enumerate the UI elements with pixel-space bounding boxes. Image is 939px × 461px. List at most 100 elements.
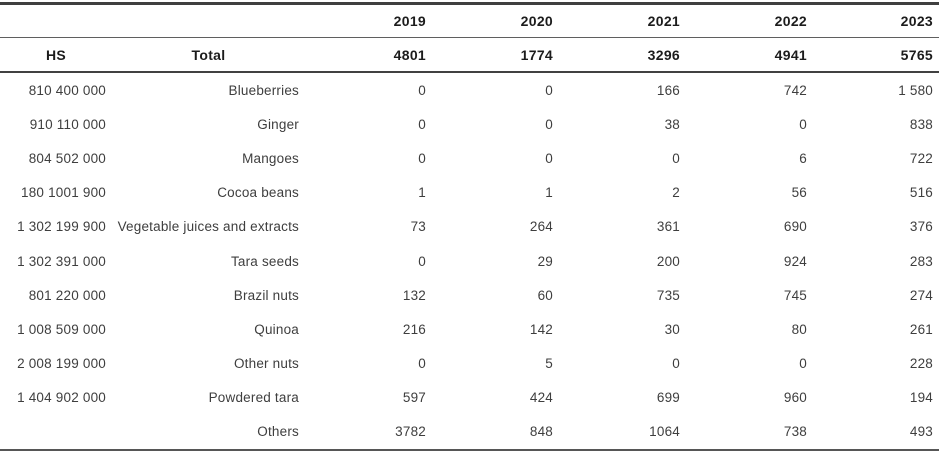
value-cell-2021: 38 <box>664 116 680 132</box>
value-cell-2021: 30 <box>664 321 680 337</box>
value-cell-2022: 960 <box>783 390 807 406</box>
total-value-2019: 4801 <box>305 37 432 73</box>
hs-code-cell: 810 400 000 <box>28 82 106 98</box>
value-cell-2020: 264 <box>529 219 553 235</box>
value-cell-2022: 690 <box>783 219 807 235</box>
total-value-2022: 4941 <box>686 37 813 73</box>
table-row: 1 008 509 000 Quinoa 216 142 30 80 261 <box>0 312 939 346</box>
product-name-cell: Other nuts <box>233 356 299 372</box>
value-cell-2020: 29 <box>537 253 553 269</box>
table-row: 1 302 199 900 Vegetable juices and extra… <box>0 210 939 244</box>
value-cell-2021: 361 <box>656 219 680 235</box>
hs-column-header: HS <box>0 37 112 73</box>
value-cell-2022: 0 <box>799 116 807 132</box>
value-cell-2023: 516 <box>909 185 933 201</box>
product-name-cell: Powdered tara <box>208 390 299 406</box>
hs-code-cell: 180 1001 900 <box>21 185 106 201</box>
value-cell-2019: 0 <box>418 356 426 372</box>
total-header-row: HS Total 4801 1774 3296 4941 5765 <box>0 37 939 73</box>
value-cell-2021: 0 <box>672 150 680 166</box>
value-cell-2022: 742 <box>783 82 807 98</box>
value-cell-2020: 0 <box>545 116 553 132</box>
value-cell-2021: 0 <box>672 356 680 372</box>
value-cell-2019: 597 <box>402 390 426 406</box>
value-cell-2020: 1 <box>545 185 553 201</box>
value-cell-2020: 848 <box>432 414 559 452</box>
value-cell-2021: 200 <box>656 253 680 269</box>
table-header: 2019 2020 2021 2022 2023 HS Total 4801 1… <box>0 2 939 73</box>
total-value-2020: 1774 <box>432 37 559 73</box>
value-cell-2019: 216 <box>402 321 426 337</box>
value-cell-2019: 132 <box>402 287 426 303</box>
value-cell-2021: 166 <box>656 82 680 98</box>
value-cell-2022: 56 <box>791 185 807 201</box>
value-cell-2021: 699 <box>656 390 680 406</box>
value-cell-2019: 1 <box>418 185 426 201</box>
hs-code-cell: 1 302 199 900 <box>17 219 106 235</box>
value-cell-2023: 283 <box>909 253 933 269</box>
export-values-table: 2019 2020 2021 2022 2023 HS Total 4801 1… <box>0 2 939 452</box>
table-body: 810 400 000 Blueberries 0 0 166 742 1 58… <box>0 72 939 452</box>
year-header-row: 2019 2020 2021 2022 2023 <box>0 2 939 38</box>
table-row: 801 220 000 Brazil nuts 132 60 735 745 2… <box>0 278 939 312</box>
value-cell-2020: 424 <box>529 390 553 406</box>
table-row: 180 1001 900 Cocoa beans 1 1 2 56 516 <box>0 176 939 210</box>
year-header-2022: 2022 <box>686 2 813 38</box>
value-cell-2023: 194 <box>909 390 933 406</box>
value-cell-2023: 376 <box>909 219 933 235</box>
value-cell-2023: 1 580 <box>898 82 933 98</box>
value-cell-2020: 142 <box>529 321 553 337</box>
value-cell-2020: 0 <box>545 150 553 166</box>
value-cell-2019: 0 <box>418 82 426 98</box>
value-cell-2023: 274 <box>909 287 933 303</box>
year-header-2021: 2021 <box>559 2 686 38</box>
value-cell-2019: 0 <box>418 253 426 269</box>
hs-code-cell: 1 302 391 000 <box>17 253 106 269</box>
hs-code-cell: 910 110 000 <box>29 116 106 132</box>
value-cell-2022: 80 <box>791 321 807 337</box>
value-cell-2022: 738 <box>686 414 813 452</box>
total-value-2021: 3296 <box>559 37 686 73</box>
hs-code-cell: 1 008 509 000 <box>17 321 106 337</box>
hs-code-cell <box>0 414 112 452</box>
year-header-2019: 2019 <box>305 2 432 38</box>
year-header-2023: 2023 <box>813 2 939 38</box>
hs-code-cell: 801 220 000 <box>28 287 106 303</box>
empty-header-cell <box>112 2 305 38</box>
product-name-cell: Vegetable juices and extracts <box>117 219 299 235</box>
product-name-cell: Blueberries <box>228 82 299 98</box>
product-name-cell: Cocoa beans <box>217 185 299 201</box>
total-value-2023: 5765 <box>813 37 939 73</box>
value-cell-2022: 745 <box>783 287 807 303</box>
value-cell-2020: 60 <box>537 287 553 303</box>
value-cell-2019: 3782 <box>305 414 432 452</box>
value-cell-2023: 228 <box>909 356 933 372</box>
value-cell-2019: 0 <box>418 116 426 132</box>
value-cell-2023: 493 <box>813 414 939 452</box>
value-cell-2022: 6 <box>799 150 807 166</box>
table-row: Others 3782 848 1064 738 493 <box>0 414 939 452</box>
table-row: 804 502 000 Mangoes 0 0 0 6 722 <box>0 141 939 175</box>
table-row: 810 400 000 Blueberries 0 0 166 742 1 58… <box>0 72 939 107</box>
product-name-cell: Tara seeds <box>230 253 299 269</box>
year-header-2020: 2020 <box>432 2 559 38</box>
value-cell-2020: 5 <box>545 356 553 372</box>
value-cell-2019: 0 <box>418 150 426 166</box>
value-cell-2021: 2 <box>672 185 680 201</box>
hs-code-cell: 1 404 902 000 <box>17 390 106 406</box>
empty-header-cell <box>0 2 112 38</box>
value-cell-2022: 0 <box>799 356 807 372</box>
product-name-cell: Brazil nuts <box>233 287 299 303</box>
hs-code-cell: 2 008 199 000 <box>17 356 106 372</box>
value-cell-2023: 838 <box>909 116 933 132</box>
value-cell-2019: 73 <box>410 219 426 235</box>
product-name-cell: Quinoa <box>254 321 299 337</box>
product-name-cell: Others <box>112 414 305 452</box>
value-cell-2021: 1064 <box>559 414 686 452</box>
value-cell-2023: 722 <box>909 150 933 166</box>
table-row: 1 404 902 000 Powdered tara 597 424 699 … <box>0 381 939 415</box>
table-row: 1 302 391 000 Tara seeds 0 29 200 924 28… <box>0 244 939 278</box>
product-name-cell: Mangoes <box>242 150 299 166</box>
table-row: 2 008 199 000 Other nuts 0 5 0 0 228 <box>0 347 939 381</box>
